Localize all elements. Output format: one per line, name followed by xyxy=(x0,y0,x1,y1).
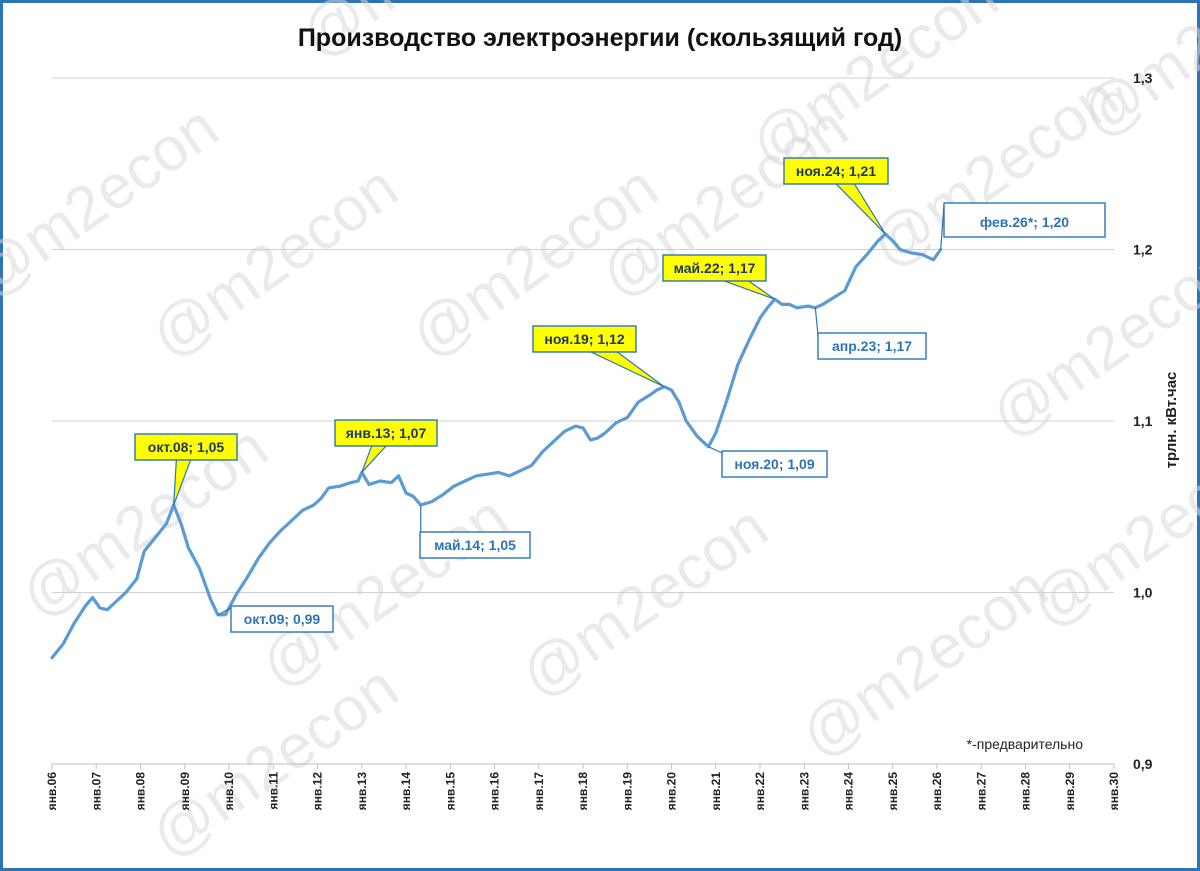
y-tick-label: 0,9 xyxy=(1133,756,1153,772)
data-label-callout: май.14; 1,05 xyxy=(419,505,531,559)
y-axis-label: трлн. кВт.час xyxy=(1163,372,1180,469)
data-label-callout: фев.26*; 1,20 xyxy=(940,202,1106,250)
data-label-callout: апр.23; 1,17 xyxy=(814,307,927,360)
x-tick-label: янв.26 xyxy=(930,772,944,811)
callout-box xyxy=(817,332,927,360)
callout-label: апр.23; 1,17 xyxy=(832,338,912,354)
x-tick-label: янв.21 xyxy=(709,772,723,811)
y-tick-label: 1,0 xyxy=(1133,585,1153,601)
callout-label: май.22; 1,17 xyxy=(674,260,756,276)
x-axis-ticks: янв.06 янв.07 янв.08 янв.09 янв.10 янв.11 янв.… xyxy=(45,764,1121,810)
callout-label: ноя.24; 1,21 xyxy=(796,163,876,179)
callout-leader xyxy=(814,307,819,336)
x-tick-label: янв.30 xyxy=(1107,772,1121,811)
callout-box xyxy=(662,254,767,282)
preliminary-note: *-предварительно xyxy=(967,736,1084,752)
x-tick-label: янв.23 xyxy=(797,772,811,811)
callout-label: фев.26*; 1,20 xyxy=(980,214,1069,230)
y-tick-label: 1,1 xyxy=(1133,413,1153,429)
y-tick-label: 1,3 xyxy=(1133,70,1153,86)
callout-label: янв.13; 1,07 xyxy=(346,425,427,441)
callout-label: окт.08; 1,05 xyxy=(148,439,225,455)
data-label-callout: янв.13; 1,07 xyxy=(334,419,438,473)
data-label-callout: окт.09; 0,99 xyxy=(217,605,334,633)
callout-box xyxy=(334,419,438,447)
x-tick-label: янв.09 xyxy=(178,772,192,811)
watermark-text: @m2econ xyxy=(138,152,410,371)
x-tick-label: янв.24 xyxy=(842,772,856,811)
x-tick-label: янв.14 xyxy=(399,772,413,811)
x-tick-label: янв.28 xyxy=(1019,772,1033,811)
x-tick-label: янв.13 xyxy=(355,772,369,811)
watermark-text: @m2econ xyxy=(138,652,410,871)
x-tick-label: янв.29 xyxy=(1063,772,1077,811)
x-tick-label: янв.27 xyxy=(974,772,988,811)
gridlines xyxy=(52,77,1114,593)
x-tick-label: янв.20 xyxy=(665,772,679,811)
watermark-text: @m2econ xyxy=(508,492,780,711)
x-tick-label: янв.22 xyxy=(753,772,767,811)
x-tick-label: янв.19 xyxy=(620,772,634,811)
data-label-callout: ноя.24; 1,21 xyxy=(783,157,889,235)
x-tick-label: янв.18 xyxy=(576,772,590,811)
callout-box xyxy=(230,605,334,633)
callout-box xyxy=(721,450,828,478)
annotation-layer: окт.08; 1,05 окт.09; 0,99 янв.13; 1,07 май.… xyxy=(134,157,1106,633)
callout-box xyxy=(134,433,238,461)
callout-label: май.14; 1,05 xyxy=(434,537,516,553)
callout-leader xyxy=(217,607,232,616)
y-axis-ticks: 0,9 1,0 1,1 1,2 1,3 xyxy=(1133,70,1153,772)
watermark-text: @m2econ xyxy=(248,482,520,701)
callout-box xyxy=(532,325,637,353)
data-label-callout: ноя.20; 1,09 xyxy=(708,446,828,478)
x-tick-label: янв.10 xyxy=(222,772,236,811)
x-tick-label: янв.15 xyxy=(443,772,457,811)
x-tick-label: янв.11 xyxy=(266,772,280,810)
callout-leader xyxy=(708,446,723,454)
callout-label: окт.09; 0,99 xyxy=(244,611,321,627)
callout-box xyxy=(783,157,889,185)
x-tick-label: янв.08 xyxy=(134,772,148,811)
callout-box xyxy=(943,202,1106,238)
series-line xyxy=(50,232,943,660)
y-tick-label: 1,2 xyxy=(1133,242,1153,258)
x-tick-label: янв.25 xyxy=(886,772,900,811)
data-label-callout: окт.08; 1,05 xyxy=(134,433,238,506)
x-tick-label: янв.17 xyxy=(532,772,546,811)
data-label-callout: май.22; 1,17 xyxy=(662,254,776,300)
chart-title: Производство электроэнергии (скользящий … xyxy=(298,24,902,52)
x-tick-label: янв.06 xyxy=(45,772,59,811)
x-tick-label: янв.16 xyxy=(488,772,502,811)
callout-box xyxy=(419,531,531,559)
x-tick-label: янв.07 xyxy=(89,772,103,811)
data-label-callout: ноя.19; 1,12 xyxy=(532,325,665,388)
x-tick-label: янв.12 xyxy=(311,772,325,811)
callout-label: ноя.20; 1,09 xyxy=(734,456,814,472)
callout-label: ноя.19; 1,12 xyxy=(544,331,624,347)
